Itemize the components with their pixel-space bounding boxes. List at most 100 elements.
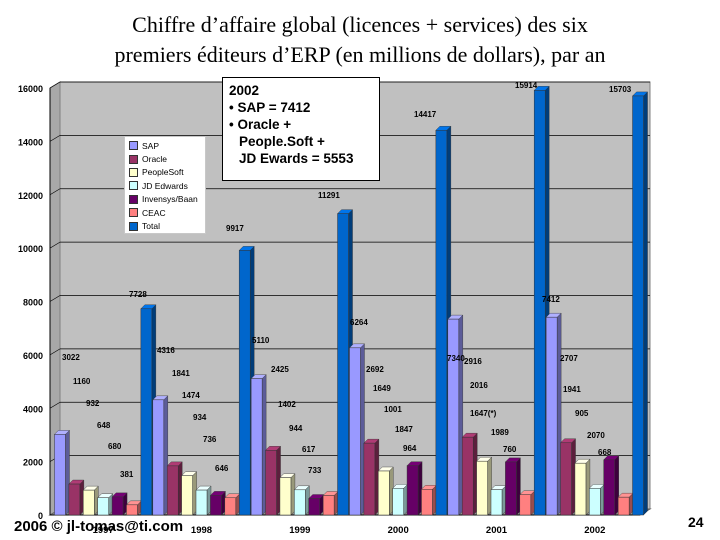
data-label: 15914 <box>515 81 538 90</box>
chart-legend: SAP Oracle PeopleSoft JD Edwards Invensys/Ba… <box>124 136 206 234</box>
callout-line: • SAP = 7412 <box>229 100 311 115</box>
legend-label: Oracle <box>142 154 168 165</box>
data-label: 11291 <box>318 191 340 200</box>
bar <box>210 495 222 516</box>
data-label: 3022 <box>62 353 80 362</box>
bar <box>308 498 320 516</box>
bar <box>505 461 517 516</box>
legend-swatch <box>129 208 138 218</box>
bar <box>545 316 558 516</box>
data-label: 733 <box>308 466 322 475</box>
legend-item: PeopleSoft <box>129 166 201 179</box>
bar <box>54 434 66 516</box>
legend-item: SAP <box>129 139 201 152</box>
data-label: 6264 <box>350 318 368 327</box>
data-label: 934 <box>193 413 207 422</box>
bar <box>490 489 503 516</box>
y-tick-label: 4000 <box>23 404 43 414</box>
data-label: 1402 <box>278 400 296 409</box>
bar-side <box>643 91 648 516</box>
y-tick-label: 12000 <box>18 191 43 201</box>
title-line-1: Chiffre d’affaire global (licences + ser… <box>132 12 588 37</box>
bar <box>265 450 277 516</box>
x-tick-label: 1999 <box>289 525 310 536</box>
bar <box>392 488 404 516</box>
legend-item: Invensys/Baan <box>129 193 201 206</box>
bar <box>294 489 306 516</box>
callout-line: JD Ewards = 5553 <box>239 151 354 166</box>
legend-swatch <box>129 181 138 191</box>
legend-label: CEAC <box>142 207 166 218</box>
data-label: 932 <box>86 399 100 408</box>
bar <box>574 462 587 516</box>
bar <box>476 460 488 516</box>
data-label: 2070 <box>587 431 605 440</box>
footer-copyright: 2006 © jl-tomas@ti.com <box>14 518 184 535</box>
legend-swatch <box>129 194 138 204</box>
bar <box>322 495 335 516</box>
legend-swatch <box>129 167 138 177</box>
legend-item: CEAC <box>129 206 201 219</box>
legend-label: Total <box>142 221 160 232</box>
data-label: 7412 <box>542 295 560 304</box>
callout-line: People.Soft + <box>239 134 325 149</box>
data-label: 944 <box>289 424 303 433</box>
data-label: 1474 <box>182 391 200 400</box>
bar <box>181 475 193 516</box>
data-label: 5110 <box>252 336 270 345</box>
data-label: 964 <box>403 444 417 453</box>
bar <box>378 470 390 516</box>
data-label: 4316 <box>157 346 175 355</box>
x-tick-label: 1998 <box>191 525 212 536</box>
gridline-diagonal <box>49 348 61 356</box>
data-label: 1649 <box>373 384 391 393</box>
bar <box>519 494 532 516</box>
y-tick-label: 14000 <box>18 137 43 147</box>
bar <box>447 318 460 516</box>
bar <box>589 488 601 516</box>
data-label: 15703 <box>609 85 632 94</box>
y-tick-label: 6000 <box>23 351 43 361</box>
data-label: 9917 <box>226 224 244 233</box>
gridline-diagonal <box>49 188 61 196</box>
data-label: 905 <box>575 409 589 418</box>
legend-item: Total <box>129 219 201 232</box>
gridline-diagonal <box>49 81 61 89</box>
bar <box>111 496 124 516</box>
data-label: 14417 <box>414 110 437 119</box>
legend-swatch <box>129 141 138 151</box>
legend-label: JD Edwards <box>142 180 188 191</box>
bar <box>435 129 448 516</box>
data-label: 1160 <box>73 377 91 386</box>
y-tick-label: 10000 <box>18 244 43 254</box>
bar <box>560 442 572 516</box>
data-label: 7728 <box>129 290 147 299</box>
bar <box>68 483 81 516</box>
bar <box>337 213 349 516</box>
legend-item: Oracle <box>129 152 201 165</box>
data-label: 1941 <box>563 385 581 394</box>
data-label: 2692 <box>366 365 384 374</box>
data-label: 1847 <box>395 425 413 434</box>
bar <box>632 95 644 516</box>
x-tick-label: 1997 <box>93 525 114 536</box>
data-label: 668 <box>598 448 612 457</box>
data-label: 680 <box>108 442 122 451</box>
data-label: 2425 <box>271 365 289 374</box>
bar <box>406 465 419 516</box>
bar <box>363 442 376 516</box>
gridline-diagonal <box>49 295 61 302</box>
data-label: 736 <box>203 435 217 444</box>
data-label: 7340 <box>447 354 465 363</box>
bar <box>250 378 263 516</box>
legend-swatch <box>129 154 138 164</box>
data-label: 760 <box>503 445 517 454</box>
x-tick-label: 2000 <box>388 525 409 536</box>
legend-label: SAP <box>142 140 160 151</box>
bar <box>617 496 630 516</box>
y-tick-label: 8000 <box>23 298 43 308</box>
page-number: 24 <box>688 514 704 530</box>
data-label: 2916 <box>464 357 482 366</box>
legend-swatch <box>129 221 138 231</box>
bar <box>166 465 179 516</box>
